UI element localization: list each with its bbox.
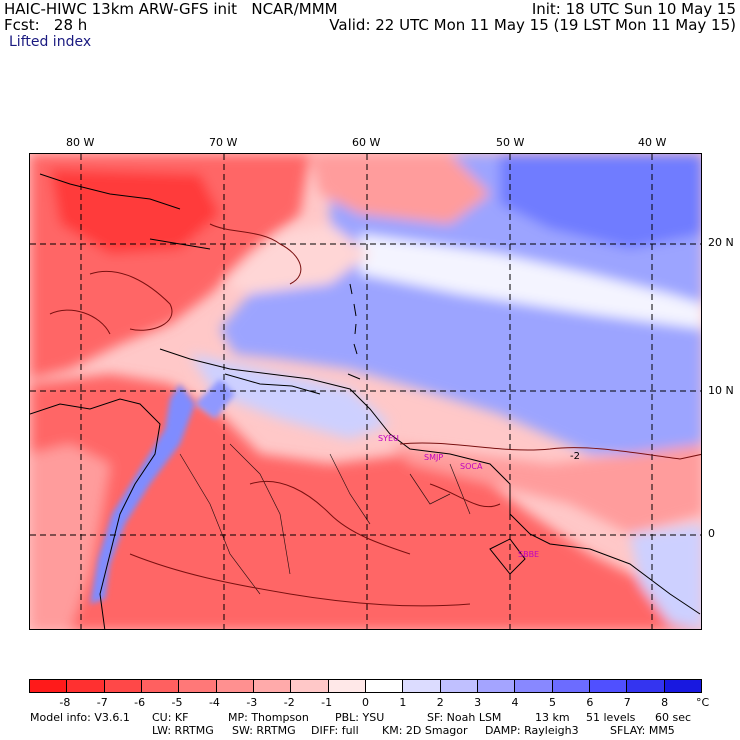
colorbar-tick-label: 2 <box>436 696 444 709</box>
colorbar-cell <box>588 680 627 692</box>
colorbar-tick-label: 4 <box>511 696 519 709</box>
model-info-pbl: PBL: YSU <box>335 711 385 724</box>
model-info-damp: DAMP: Rayleigh3 <box>485 724 579 737</box>
colorbar-tick-label: -7 <box>96 696 108 709</box>
colorbar-tick-label: -2 <box>283 696 295 709</box>
header-title: HAIC-HIWC 13km ARW-GFS init NCAR/MMM <box>4 0 338 18</box>
station-soca: SOCA <box>460 462 483 471</box>
colorbar-cell <box>626 680 664 692</box>
station-syeu: SYEU <box>378 434 399 443</box>
model-info-timestep: 60 sec <box>655 711 692 724</box>
model-info-resolution: 13 km <box>535 711 570 724</box>
colorbar-cell <box>140 680 179 692</box>
colorbar-tick-label: 3 <box>474 696 482 709</box>
colorbar-cell <box>30 680 67 692</box>
colorbar-tick-label: -8 <box>59 696 71 709</box>
lon-label-60w: 60 W <box>352 136 381 149</box>
lon-label-80w: 80 W <box>66 136 95 149</box>
colorbar-cell <box>663 680 701 692</box>
model-info-sf: SF: Noah LSM <box>427 711 502 724</box>
colorbar-cell <box>252 680 291 692</box>
colorbar-cell <box>178 680 216 692</box>
model-info-diff: DIFF: full <box>311 724 359 737</box>
lon-label-40w: 40 W <box>638 136 667 149</box>
colorbar-cell <box>215 680 253 692</box>
header-valid-time: Valid: 22 UTC Mon 11 May 15 (19 LST Mon … <box>329 16 736 34</box>
lon-label-70w: 70 W <box>209 136 238 149</box>
colorbar-tick-label: -1 <box>321 696 333 709</box>
lat-label-0: 0 <box>708 527 715 540</box>
colorbar-cell <box>402 680 440 692</box>
colorbar-tick-label: 5 <box>548 696 556 709</box>
model-info-version: Model info: V3.6.1 <box>30 711 130 724</box>
lon-label-50w: 50 W <box>496 136 525 149</box>
model-info-km: KM: 2D Smagor <box>382 724 468 737</box>
colorbar-tick-label: 1 <box>399 696 407 709</box>
colorbar-tick-label: 7 <box>623 696 631 709</box>
model-info-mp: MP: Thompson <box>228 711 309 724</box>
colorbar-cell <box>476 680 515 692</box>
lat-label-10n: 10 N <box>708 384 734 397</box>
model-info-sflay: SFLAY: MM5 <box>610 724 675 737</box>
colorbar-cell <box>551 680 589 692</box>
colorbar-unit: °C <box>696 696 710 709</box>
colorbar-tick-label: 0 <box>362 696 369 709</box>
model-info-cu: CU: KF <box>152 711 189 724</box>
colorbar-tick-label: -6 <box>134 696 146 709</box>
colorbar-cell <box>439 680 477 692</box>
colorbar <box>29 679 702 693</box>
colorbar-tick-label: -5 <box>171 696 183 709</box>
map-svg: -2 SYEU SMJP SOCA SBBE <box>30 154 701 629</box>
field-name: Lifted index <box>9 34 92 50</box>
colorbar-cell <box>327 680 365 692</box>
model-info-lw: LW: RRTMG <box>152 724 214 737</box>
lat-label-20n: 20 N <box>708 236 734 249</box>
station-smjp: SMJP <box>424 453 443 462</box>
colorbar-cell <box>66 680 104 692</box>
model-info-sw: SW: RRTMG <box>232 724 296 737</box>
colorbar-tick-label: 8 <box>661 696 669 709</box>
contour-label: -2 <box>570 451 580 462</box>
station-sbbe: SBBE <box>518 550 539 559</box>
header-init-time: Init: 18 UTC Sun 10 May 15 <box>531 0 736 18</box>
colorbar-tick-label: 6 <box>586 696 594 709</box>
colorbar-cell <box>514 680 552 692</box>
colorbar-cell <box>290 680 328 692</box>
header-forecast-hour: Fcst: 28 h <box>4 16 88 34</box>
model-info-levels: 51 levels <box>586 711 636 724</box>
colorbar-cell <box>103 680 141 692</box>
colorbar-cell <box>364 680 403 692</box>
colorbar-tick-label: -3 <box>246 696 258 709</box>
colorbar-tick-label: -4 <box>208 696 220 709</box>
lifted-index-map: -2 SYEU SMJP SOCA SBBE <box>29 153 702 630</box>
